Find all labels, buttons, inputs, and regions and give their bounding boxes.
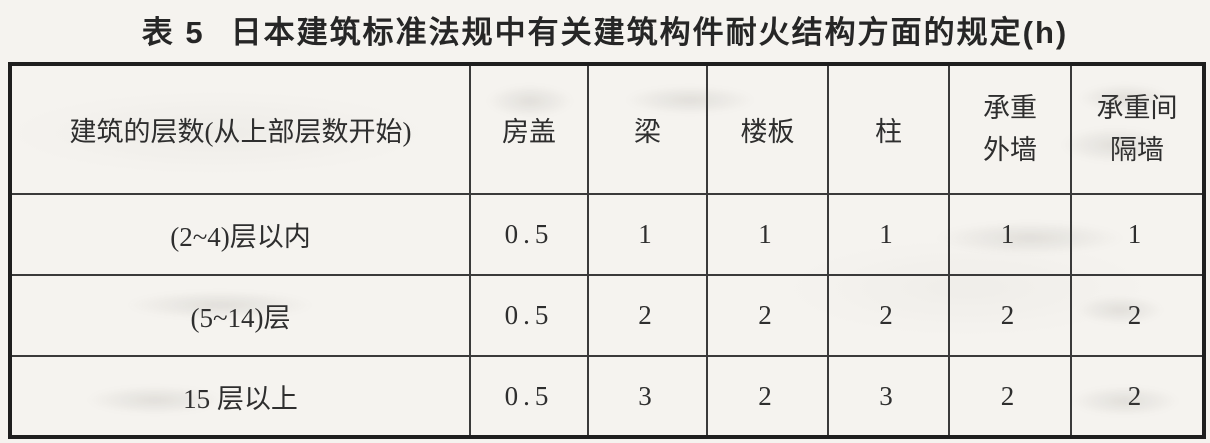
row-label: 15 层以上: [9, 355, 471, 438]
table-header-row: 建筑的层数(从上部层数开始) 房盖 梁 楼板 柱 承重 外墙 承重间 隔墙: [9, 63, 1205, 195]
column-header-floors: 建筑的层数(从上部层数开始): [9, 63, 471, 195]
table-cell: 2: [948, 355, 1072, 438]
row-label: (5~14)层: [9, 274, 471, 357]
table-caption-text: 日本建筑标准法规中有关建筑构件耐火结构方面的规定(h): [230, 15, 1069, 50]
column-header-column: 柱: [827, 63, 950, 195]
table-caption: 表 5 日本建筑标准法规中有关建筑构件耐火结构方面的规定(h): [0, 7, 1210, 52]
table-cell: 2: [587, 274, 708, 357]
table-row: 15 层以上 0.5 3 2 3 2 2: [9, 355, 1205, 438]
column-header-roof: 房盖: [469, 63, 589, 195]
table-cell: 1: [948, 193, 1072, 276]
table-cell: 2: [948, 274, 1072, 357]
table-cell: 1: [827, 193, 950, 276]
table-row: (5~14)层 0.5 2 2 2 2 2: [9, 274, 1205, 357]
header-line-2: 外墙: [983, 134, 1037, 165]
fire-resistance-table: 建筑的层数(从上部层数开始) 房盖 梁 楼板 柱 承重 外墙 承重间 隔墙 (2…: [8, 62, 1206, 439]
table-number: 表 5: [141, 15, 205, 50]
table-row: (2~4)层以内 0.5 1 1 1 1 1: [9, 193, 1205, 276]
table-cell: 2: [1070, 355, 1205, 438]
table-cell: 3: [587, 355, 708, 438]
column-header-beam: 梁: [587, 63, 708, 195]
table-cell: 3: [827, 355, 950, 438]
table-cell: 2: [1070, 274, 1205, 357]
table-cell: 2: [706, 274, 829, 357]
table-cell: 2: [706, 355, 829, 438]
header-line-1: 承重间: [1096, 92, 1178, 123]
table-cell: 1: [1070, 193, 1205, 276]
header-line-1: 承重: [983, 92, 1037, 123]
table-cell: 2: [827, 274, 950, 357]
table-cell: 1: [587, 193, 708, 276]
table-cell: 0.5: [469, 193, 589, 276]
row-label: (2~4)层以内: [9, 193, 471, 276]
column-header-bearing-exterior-wall: 承重 外墙: [948, 63, 1072, 195]
column-header-floor-slab: 楼板: [706, 63, 829, 195]
table-cell: 1: [706, 193, 829, 276]
table-cell: 0.5: [469, 355, 589, 438]
column-header-bearing-partition-wall: 承重间 隔墙: [1070, 63, 1205, 195]
table-cell: 0.5: [469, 274, 589, 357]
header-line-2: 隔墙: [1110, 134, 1164, 165]
